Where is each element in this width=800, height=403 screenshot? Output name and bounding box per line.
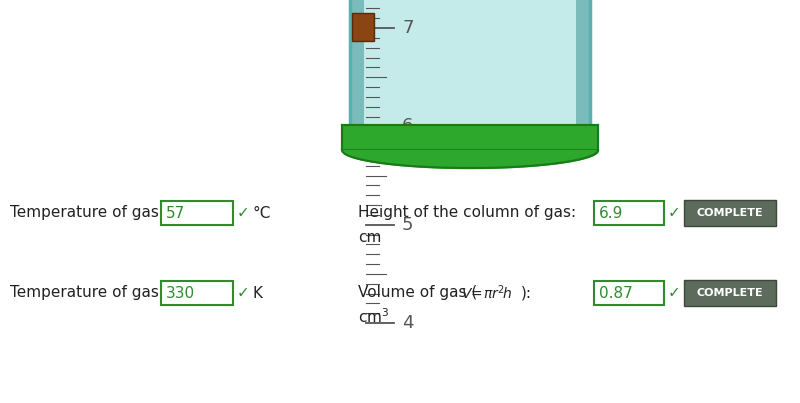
- Text: 57: 57: [166, 206, 186, 220]
- Text: ✓: ✓: [668, 285, 681, 301]
- Text: °C: °C: [252, 206, 270, 220]
- Text: cm: cm: [358, 229, 382, 245]
- FancyBboxPatch shape: [594, 201, 664, 225]
- Text: 4: 4: [402, 314, 414, 332]
- Text: 6.9: 6.9: [599, 206, 623, 220]
- Text: K: K: [252, 285, 262, 301]
- Text: ):: ):: [521, 285, 532, 301]
- Polygon shape: [576, 0, 590, 135]
- Text: $V\!=\!\pi r^2\!h$: $V\!=\!\pi r^2\!h$: [461, 284, 512, 302]
- Text: cm$^3$: cm$^3$: [358, 307, 390, 326]
- Text: ✓: ✓: [237, 206, 250, 220]
- FancyBboxPatch shape: [684, 280, 776, 306]
- Text: Volume of gas (: Volume of gas (: [358, 285, 478, 301]
- Text: COMPLETE: COMPLETE: [697, 208, 763, 218]
- FancyBboxPatch shape: [684, 200, 776, 226]
- Text: COMPLETE: COMPLETE: [697, 288, 763, 298]
- Polygon shape: [350, 0, 364, 135]
- Text: 5: 5: [402, 216, 414, 234]
- Text: 330: 330: [166, 285, 195, 301]
- Polygon shape: [350, 0, 590, 135]
- FancyBboxPatch shape: [161, 281, 233, 305]
- FancyBboxPatch shape: [594, 281, 664, 305]
- Text: 0.87: 0.87: [599, 285, 633, 301]
- Text: ✓: ✓: [237, 285, 250, 301]
- Text: Height of the column of gas:: Height of the column of gas:: [358, 206, 576, 220]
- Polygon shape: [352, 13, 374, 41]
- Text: ✓: ✓: [668, 206, 681, 220]
- Text: Temperature of gas:: Temperature of gas:: [10, 285, 164, 301]
- FancyBboxPatch shape: [161, 201, 233, 225]
- Text: 7: 7: [402, 19, 414, 37]
- Text: 6: 6: [402, 117, 414, 135]
- Text: Temperature of gas:: Temperature of gas:: [10, 206, 164, 220]
- Polygon shape: [342, 125, 598, 150]
